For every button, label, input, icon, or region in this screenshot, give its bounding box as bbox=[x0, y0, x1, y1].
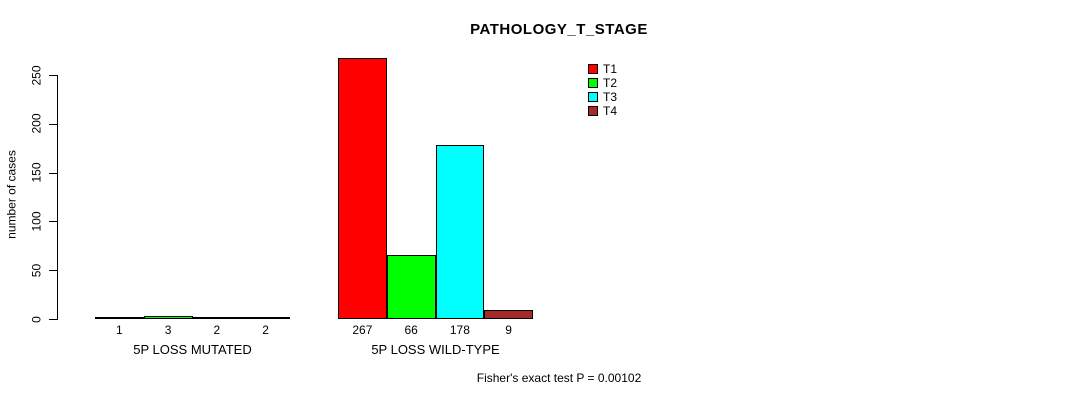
y-axis-tick bbox=[49, 270, 57, 272]
bar-t3-5p-loss-wild-type bbox=[435, 145, 485, 319]
y-axis-tick bbox=[49, 319, 57, 320]
bar-value-label: 2 bbox=[213, 323, 221, 337]
y-axis-tick-label: 0 bbox=[29, 315, 44, 323]
bar-t4-5p-loss-wild-type bbox=[484, 310, 533, 319]
y-axis-line bbox=[57, 75, 58, 320]
legend-swatch-t3 bbox=[588, 92, 598, 102]
legend-swatch-t1 bbox=[588, 64, 598, 74]
y-axis-tick-label: 150 bbox=[29, 162, 44, 183]
y-axis-tick bbox=[49, 123, 57, 125]
y-axis-tick-label: 100 bbox=[29, 211, 44, 232]
y-axis-label: number of cases bbox=[4, 150, 19, 239]
legend-label-t4: T4 bbox=[603, 104, 618, 118]
bar-value-label: 3 bbox=[164, 323, 172, 337]
bar-value-label: 267 bbox=[352, 323, 373, 337]
bar-value-label: 66 bbox=[404, 323, 418, 337]
legend-label-t3: T3 bbox=[603, 90, 618, 104]
y-axis-tick bbox=[49, 75, 57, 76]
legend-label-t1: T1 bbox=[603, 62, 618, 76]
bar-t2-5p-loss-mutated bbox=[143, 316, 193, 319]
bar-t3-5p-loss-mutated bbox=[192, 317, 242, 319]
y-axis-tick-label: 50 bbox=[29, 263, 44, 277]
x-axis-group-label-5p-loss-wild-type: 5P LOSS WILD-TYPE bbox=[371, 342, 500, 357]
y-axis-tick bbox=[49, 221, 57, 223]
legend-label-t2: T2 bbox=[603, 76, 618, 90]
stat-test-annotation: Fisher's exact test P = 0.00102 bbox=[476, 371, 642, 385]
y-axis-tick-label: 200 bbox=[29, 113, 44, 134]
x-axis-group-label-5p-loss-mutated: 5P LOSS MUTATED bbox=[133, 342, 252, 357]
chart-title: PATHOLOGY_T_STAGE bbox=[470, 21, 648, 38]
bar-t2-5p-loss-wild-type bbox=[386, 254, 436, 319]
y-axis-tick bbox=[49, 172, 57, 174]
legend-swatch-t2 bbox=[588, 78, 598, 88]
legend-swatch-t4 bbox=[588, 106, 598, 116]
bar-t1-5p-loss-mutated bbox=[95, 317, 144, 319]
bar-value-label: 2 bbox=[262, 323, 269, 337]
bar-value-label: 1 bbox=[116, 323, 123, 337]
bar-value-label: 9 bbox=[505, 323, 512, 337]
y-axis-tick-label: 250 bbox=[29, 64, 44, 86]
bar-t1-5p-loss-wild-type bbox=[338, 58, 387, 319]
bar-value-label: 178 bbox=[449, 323, 470, 337]
bar-t4-5p-loss-mutated bbox=[241, 317, 290, 319]
